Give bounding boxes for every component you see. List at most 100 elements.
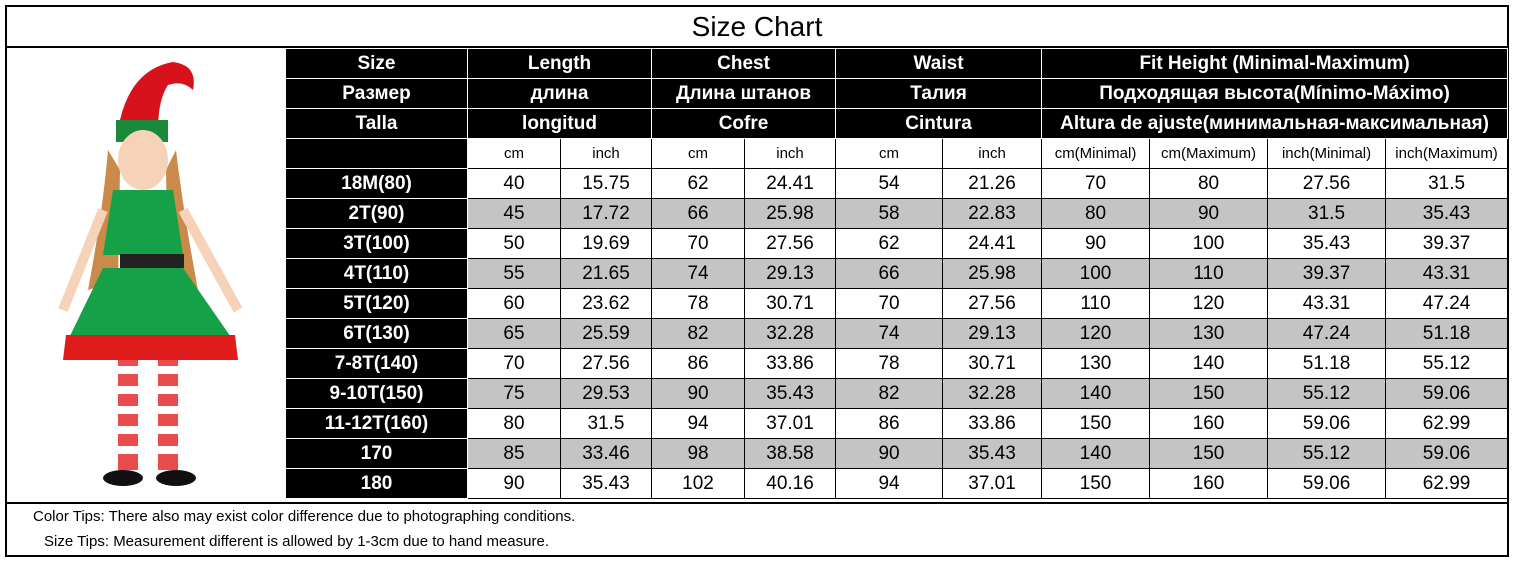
- header-cell: Chest: [651, 48, 837, 79]
- value-cell: 38.58: [744, 438, 837, 469]
- value-cell: 150: [1041, 408, 1151, 439]
- frame: [5, 5, 1509, 557]
- unit-cell: cm: [835, 138, 944, 169]
- unit-cell: inch(Maximum): [1385, 138, 1509, 169]
- note: Color Tips: There also may exist color d…: [33, 508, 576, 525]
- size-cell: 6T(130): [285, 318, 468, 349]
- value-cell: 55: [467, 258, 561, 289]
- value-cell: 82: [835, 378, 944, 409]
- value-cell: 160: [1149, 408, 1269, 439]
- data-row: 180 90 35.43 102 40.16 94 37.01 150 160 59.06 62.9…: [285, 468, 1509, 499]
- value-cell: 50: [467, 228, 561, 259]
- value-cell: 55.12: [1267, 438, 1387, 469]
- value-cell: 110: [1041, 288, 1151, 319]
- value-cell: 25.98: [942, 258, 1043, 289]
- value-cell: 31.5: [1385, 168, 1509, 199]
- value-cell: 39.37: [1385, 228, 1509, 259]
- value-cell: 37.01: [942, 468, 1043, 499]
- value-cell: 47.24: [1385, 288, 1509, 319]
- notes: Color Tips: There also may exist color d…: [7, 502, 1507, 554]
- value-cell: 62.99: [1385, 468, 1509, 499]
- value-cell: 80: [1041, 198, 1151, 229]
- value-cell: 150: [1149, 438, 1269, 469]
- value-cell: 23.62: [559, 288, 653, 319]
- value-cell: 59.06: [1385, 378, 1509, 409]
- value-cell: 30.71: [744, 288, 837, 319]
- value-cell: 45: [467, 198, 561, 229]
- header-cell: Подходящая высота(Mínimo-Máximo): [1041, 78, 1509, 109]
- value-cell: 100: [1149, 228, 1269, 259]
- header-row: Size Length Chest Waist Fit Height (Minimal-…: [285, 48, 1509, 79]
- value-cell: 90: [651, 378, 746, 409]
- header-cell: Cintura: [835, 108, 1043, 139]
- value-cell: 27.56: [1267, 168, 1387, 199]
- value-cell: 37.01: [744, 408, 837, 439]
- value-cell: 70: [651, 228, 746, 259]
- value-cell: 140: [1149, 348, 1269, 379]
- header-cell: Длина штанов: [651, 78, 837, 109]
- size-cell: 180: [285, 468, 468, 499]
- value-cell: 33.86: [942, 408, 1043, 439]
- value-cell: 25.98: [744, 198, 837, 229]
- header-row: Talla longitud Cofre Cintura Altura de ajust…: [285, 108, 1509, 139]
- header-cell: longitud: [466, 108, 653, 139]
- value-cell: 17.72: [559, 198, 653, 229]
- product-image: [58, 62, 243, 486]
- value-cell: 35.43: [559, 468, 653, 499]
- unit-row: cm inch cm inch cm inch cm(Minimal) cm(Maximum)…: [285, 138, 1509, 169]
- value-cell: 150: [1149, 378, 1269, 409]
- value-cell: 94: [651, 408, 746, 439]
- value-cell: 51.18: [1385, 318, 1509, 349]
- value-cell: 66: [651, 198, 746, 229]
- value-cell: 25.59: [559, 318, 653, 349]
- header-cell: длина: [466, 78, 653, 109]
- value-cell: 27.56: [744, 228, 837, 259]
- value-cell: 160: [1149, 468, 1269, 499]
- unit-cell: cm: [467, 138, 561, 169]
- value-cell: 90: [1149, 198, 1269, 229]
- data-row: 6T(130) 65 25.59 82 32.28 74 29.13 120 130 47.24 5…: [285, 318, 1509, 349]
- value-cell: 90: [1041, 228, 1151, 259]
- value-cell: 39.37: [1267, 258, 1387, 289]
- value-cell: 75: [467, 378, 561, 409]
- header-cell: Fit Height (Minimal-Maximum): [1041, 48, 1509, 79]
- value-cell: 102: [651, 468, 746, 499]
- header-cell: Талия: [835, 78, 1043, 109]
- value-cell: 51.18: [1267, 348, 1387, 379]
- data-row: 2T(90) 45 17.72 66 25.98 58 22.83 80 90 31.5 35.43: [285, 198, 1509, 229]
- unit-cell: cm(Maximum): [1149, 138, 1269, 169]
- note: Size Tips: Measurement different is allo…: [44, 533, 549, 550]
- value-cell: 35.43: [1385, 198, 1509, 229]
- unit-cell: inch: [744, 138, 837, 169]
- data-row: 170 85 33.46 98 38.58 90 35.43 140 150 55.12 59.06: [285, 438, 1509, 469]
- value-cell: 43.31: [1385, 258, 1509, 289]
- value-cell: 86: [651, 348, 746, 379]
- value-cell: 59.06: [1267, 408, 1387, 439]
- value-cell: 19.69: [559, 228, 653, 259]
- data-row: 4T(110) 55 21.65 74 29.13 66 25.98 100 110 39.37 4…: [285, 258, 1509, 289]
- value-cell: 29.53: [559, 378, 653, 409]
- data-row: 7-8T(140) 70 27.56 86 33.86 78 30.71 130 140 51.1…: [285, 348, 1509, 379]
- header-cell: Altura de ajuste(минимальная-максимальна…: [1041, 108, 1509, 139]
- value-cell: 78: [835, 348, 944, 379]
- value-cell: 55.12: [1267, 378, 1387, 409]
- size-cell: 2T(90): [285, 198, 468, 229]
- value-cell: 62.99: [1385, 408, 1509, 439]
- header-cell: Cofre: [651, 108, 837, 139]
- value-cell: 21.26: [942, 168, 1043, 199]
- unit-cell: inch: [559, 138, 653, 169]
- value-cell: 62: [835, 228, 944, 259]
- value-cell: 150: [1041, 468, 1151, 499]
- value-cell: 98: [651, 438, 746, 469]
- size-cell: 7-8T(140): [285, 348, 468, 379]
- header-cell: Размер: [285, 78, 468, 109]
- value-cell: 74: [651, 258, 746, 289]
- value-cell: 100: [1041, 258, 1151, 289]
- data-row: 3T(100) 50 19.69 70 27.56 62 24.41 90 100 35.43 39…: [285, 228, 1509, 259]
- blank-cell: [285, 138, 468, 169]
- header-cell: Length: [466, 48, 653, 79]
- value-cell: 40.16: [744, 468, 837, 499]
- data-row: 5T(120) 60 23.62 78 30.71 70 27.56 110 120 43.31 4…: [285, 288, 1509, 319]
- value-cell: 31.5: [1267, 198, 1387, 229]
- value-cell: 40: [467, 168, 561, 199]
